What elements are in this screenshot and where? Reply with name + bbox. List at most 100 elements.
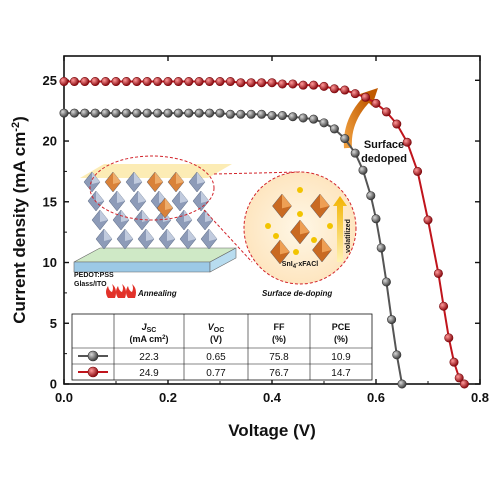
octahedron-icon	[125, 171, 143, 193]
series-0-point	[350, 148, 360, 158]
series-0-point	[59, 108, 69, 118]
series-1-point	[444, 333, 454, 343]
volatile-dot	[293, 249, 299, 255]
table-background	[71, 313, 373, 381]
series-0-point	[163, 108, 173, 118]
octahedra-grid	[83, 171, 218, 250]
series-1-point	[361, 92, 371, 102]
octahedron-icon	[129, 190, 147, 212]
series-1-point	[153, 77, 163, 87]
series-1-point	[90, 77, 100, 87]
octahedron-icon	[196, 209, 214, 231]
series-0-point	[90, 108, 100, 118]
y-tick-label: 0	[50, 377, 57, 392]
series-1-point	[402, 137, 412, 147]
octahedron-icon	[272, 193, 292, 219]
series-0-point	[111, 108, 121, 118]
octahedron-icon	[171, 190, 189, 212]
series-0-point	[387, 315, 397, 325]
series-1-point	[433, 268, 443, 278]
series-1-point	[277, 79, 287, 89]
octahedron-icon	[312, 237, 332, 263]
series-layer	[59, 77, 469, 389]
series-0-point	[257, 109, 267, 119]
table-row-0-legend-marker	[87, 350, 99, 362]
octahedron-icon	[200, 228, 218, 250]
series-1-point	[423, 215, 433, 225]
y-axis-title: Current density (mA cm-2)	[10, 116, 29, 324]
series-1-point	[173, 77, 183, 87]
series-0-point	[366, 191, 376, 201]
series-0-point	[381, 277, 391, 287]
series-1-point	[392, 119, 402, 129]
x-tick-label: 0.2	[159, 390, 177, 405]
volatile-dot	[311, 237, 317, 243]
series-0-point	[358, 165, 368, 175]
series-1-point	[381, 107, 391, 117]
series-1-point	[184, 77, 194, 87]
series-1-point	[121, 77, 131, 87]
table-row-1-jsc: 24.9	[139, 368, 159, 379]
perovskite-inset-illustration: volatilized SnI4·xFACl PEDOT:PSS Glass/I…	[73, 155, 357, 298]
octahedron-icon	[112, 209, 130, 231]
series-1-point	[350, 89, 360, 99]
table-row-0-jsc: 22.3	[139, 352, 159, 363]
series-0-point	[298, 113, 308, 123]
glass-ito-label: Glass/ITO	[74, 281, 107, 288]
octahedron-icon	[179, 228, 197, 250]
series-1-point	[319, 81, 329, 91]
series-1-point	[194, 77, 204, 87]
series-1-point	[101, 77, 111, 87]
series-0-point	[194, 108, 204, 118]
series-1-point	[132, 77, 142, 87]
series-1-point	[236, 78, 246, 88]
table-row-1-pce: 14.7	[331, 368, 351, 379]
y-axis-ticks: 0 5 10 15 20 25	[43, 73, 480, 392]
series-1-point	[309, 80, 319, 90]
octahedron-icon	[116, 228, 134, 250]
y-tick-label: 25	[43, 73, 57, 88]
series-1-point	[257, 78, 267, 88]
octahedron-icon	[95, 228, 113, 250]
table-row-1-legend-marker	[87, 366, 99, 378]
table-row-0-pce: 10.9	[331, 352, 351, 363]
octahedron-icon	[158, 228, 176, 250]
x-axis-ticks: 0.0 0.2 0.4 0.6 0.8	[55, 56, 489, 405]
series-1-point	[298, 80, 308, 90]
table-header-voc: VOC	[208, 322, 225, 334]
series-1-point	[205, 77, 215, 87]
series-1-point	[111, 77, 121, 87]
series-1-point	[449, 357, 459, 367]
table-header-voc-unit: (V)	[210, 334, 222, 344]
octahedron-icon	[270, 239, 290, 265]
volatilized-label: volatilized	[345, 219, 352, 253]
series-0-point	[215, 108, 225, 118]
octahedron-icon	[167, 171, 185, 193]
parameters-table: JSC (mA cm2) VOC (V) FF (%) PCE (%) 22.3…	[71, 313, 373, 381]
series-0-point	[205, 108, 215, 118]
substrate-slab-side	[73, 261, 211, 273]
series-0-point	[267, 111, 277, 121]
y-tick-label: 5	[50, 316, 57, 331]
series-1-point	[225, 77, 235, 87]
series-0-point	[173, 108, 183, 118]
y-tick-label: 20	[43, 134, 57, 149]
series-1-point	[454, 373, 464, 383]
series-1-point	[459, 379, 469, 389]
x-tick-label: 0.4	[263, 390, 282, 405]
x-tick-label: 0.8	[471, 390, 489, 405]
x-axis-title: Voltage (V)	[228, 421, 316, 440]
series-0-point	[69, 108, 79, 118]
series-0-point	[392, 350, 402, 360]
series-0-point	[309, 114, 319, 124]
surface-de-doping-label: Surface de-doping	[262, 289, 332, 298]
octahedron-icon	[188, 171, 206, 193]
series-0-point	[246, 109, 256, 119]
series-1-point	[288, 79, 298, 89]
series-1-point	[59, 77, 69, 87]
series-1-point	[267, 78, 277, 88]
table-header-pce-unit: (%)	[334, 334, 348, 344]
octahedron-icon	[290, 219, 310, 245]
series-0-point	[80, 108, 90, 118]
